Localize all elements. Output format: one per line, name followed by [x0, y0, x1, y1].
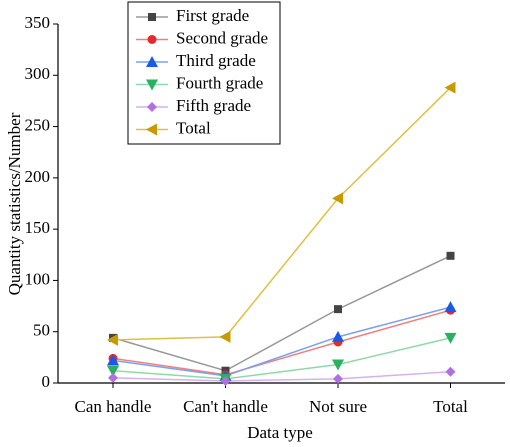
legend-label: Fourth grade	[176, 73, 263, 92]
data-point	[445, 366, 456, 377]
legend-marker	[146, 56, 158, 67]
x-tick-label: Can handle	[75, 397, 152, 416]
legend-label: First grade	[176, 6, 249, 25]
data-point	[220, 375, 231, 386]
legend-marker	[147, 102, 157, 112]
legend-marker	[146, 79, 158, 91]
data-point	[107, 333, 118, 346]
y-tick-label: 0	[42, 372, 51, 391]
legend-label: Fifth grade	[176, 96, 251, 115]
data-point	[333, 373, 343, 384]
y-tick-label: 50	[33, 321, 50, 340]
y-tick-label: 350	[25, 13, 51, 32]
data-point	[332, 330, 344, 342]
data-point	[444, 332, 457, 344]
data-point	[444, 81, 456, 94]
y-tick-label: 100	[25, 269, 51, 288]
series-line	[112, 255, 451, 372]
series-line	[112, 87, 452, 341]
legend-box	[127, 1, 281, 145]
data-point	[446, 251, 455, 260]
y-tick-label: 200	[25, 167, 51, 186]
data-point	[444, 301, 457, 313]
legend-marker	[146, 123, 157, 136]
x-tick-label: Total	[433, 397, 468, 416]
y-axis-title: Quantity statistics/Number	[5, 112, 24, 295]
data-point	[219, 330, 231, 343]
x-tick-label: Can't handle	[183, 397, 268, 416]
x-axis-title: Data type	[247, 423, 313, 442]
data-point	[108, 372, 118, 383]
legend-marker	[147, 35, 157, 44]
data-point	[332, 192, 343, 205]
data-point	[332, 359, 344, 371]
series-line	[112, 306, 451, 377]
data-point	[334, 305, 342, 314]
data-point	[107, 354, 119, 366]
legend-marker	[148, 13, 156, 21]
series-line	[112, 309, 451, 376]
y-tick-label: 300	[25, 64, 51, 83]
series-line	[112, 370, 451, 382]
data-point	[107, 365, 119, 377]
legend-label: Total	[176, 118, 211, 137]
x-tick-label: Not sure	[309, 397, 367, 416]
y-tick-label: 250	[25, 115, 51, 134]
legend-label: Second grade	[176, 28, 268, 47]
legend-label: Third grade	[176, 51, 256, 70]
series-line	[112, 337, 451, 380]
y-tick-label: 150	[25, 218, 51, 237]
